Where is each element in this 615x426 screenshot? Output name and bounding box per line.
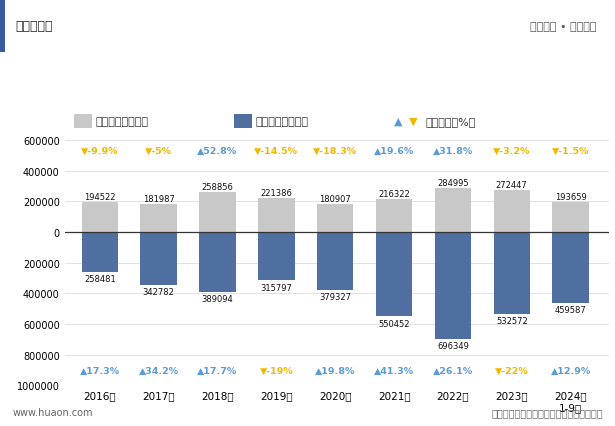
Bar [435, 189, 471, 233]
Bar [82, 233, 118, 272]
Bar [435, 233, 471, 339]
Bar [140, 204, 177, 233]
Text: ▲34.2%: ▲34.2% [138, 366, 179, 375]
Text: 342782: 342782 [143, 287, 175, 296]
Text: 华经情报网: 华经情报网 [15, 20, 53, 33]
Text: www.huaon.com: www.huaon.com [12, 407, 93, 417]
Text: ▲31.8%: ▲31.8% [433, 147, 473, 155]
Text: 180907: 180907 [319, 195, 351, 204]
Text: 284995: 284995 [437, 179, 469, 188]
Bar [0, 0, 5, 53]
Text: ▲41.3%: ▲41.3% [374, 366, 414, 375]
Text: 专业严谨 • 客观科学: 专业严谨 • 客观科学 [530, 22, 597, 32]
Text: 532572: 532572 [496, 316, 528, 325]
Text: ▼-9.9%: ▼-9.9% [81, 147, 119, 155]
Text: 数据来源：中国海关、华经产业研究院整理: 数据来源：中国海关、华经产业研究院整理 [491, 407, 603, 417]
Text: ▼: ▼ [409, 116, 418, 127]
Bar [317, 205, 354, 233]
Bar [258, 199, 295, 233]
Text: ▲52.8%: ▲52.8% [197, 147, 237, 155]
Text: 同比增长（%）: 同比增长（%） [426, 116, 476, 127]
Text: ▲19.8%: ▲19.8% [315, 366, 355, 375]
Text: ▲: ▲ [394, 116, 402, 127]
Bar [552, 203, 589, 233]
Text: 459587: 459587 [555, 305, 587, 314]
Text: ▼-19%: ▼-19% [260, 366, 293, 375]
Bar [493, 191, 530, 233]
Text: ▼-18.3%: ▼-18.3% [313, 147, 357, 155]
Text: 258481: 258481 [84, 274, 116, 283]
Text: ▼-1.5%: ▼-1.5% [552, 147, 589, 155]
Text: 258856: 258856 [202, 183, 234, 192]
Bar [82, 203, 118, 233]
Text: ▼-22%: ▼-22% [495, 366, 529, 375]
Text: ▲19.6%: ▲19.6% [374, 147, 415, 155]
Bar [140, 233, 177, 285]
Text: ▼-3.2%: ▼-3.2% [493, 147, 531, 155]
Text: 389094: 389094 [202, 294, 234, 303]
Bar [199, 233, 236, 292]
Text: 550452: 550452 [378, 319, 410, 328]
Text: 216322: 216322 [378, 190, 410, 199]
Text: ▼-5%: ▼-5% [145, 147, 172, 155]
Text: 696349: 696349 [437, 341, 469, 350]
Text: 193659: 193659 [555, 193, 587, 202]
Bar [74, 115, 92, 128]
Text: ▲17.3%: ▲17.3% [80, 366, 120, 375]
Text: 315797: 315797 [261, 283, 292, 292]
Bar [552, 233, 589, 303]
Text: 181987: 181987 [143, 195, 175, 204]
Text: 379327: 379327 [319, 293, 351, 302]
Text: 272447: 272447 [496, 181, 528, 190]
Bar [234, 115, 252, 128]
Bar [199, 193, 236, 233]
Bar [317, 233, 354, 291]
Text: 221386: 221386 [261, 189, 292, 198]
Text: 进口额（万美元）: 进口额（万美元） [255, 116, 308, 127]
Text: ▲17.7%: ▲17.7% [197, 366, 237, 375]
Text: ▲26.1%: ▲26.1% [433, 366, 473, 375]
Text: 2016-2024年9月甘肃省(境内目的地/货源地)进、出口额: 2016-2024年9月甘肃省(境内目的地/货源地)进、出口额 [157, 71, 458, 86]
Bar [493, 233, 530, 314]
Text: ▲12.9%: ▲12.9% [550, 366, 591, 375]
Text: 出口额（万美元）: 出口额（万美元） [95, 116, 148, 127]
Text: ▼-14.5%: ▼-14.5% [255, 147, 298, 155]
Bar [258, 233, 295, 281]
Text: 194522: 194522 [84, 193, 116, 202]
Bar [376, 233, 412, 317]
Bar [376, 199, 412, 233]
